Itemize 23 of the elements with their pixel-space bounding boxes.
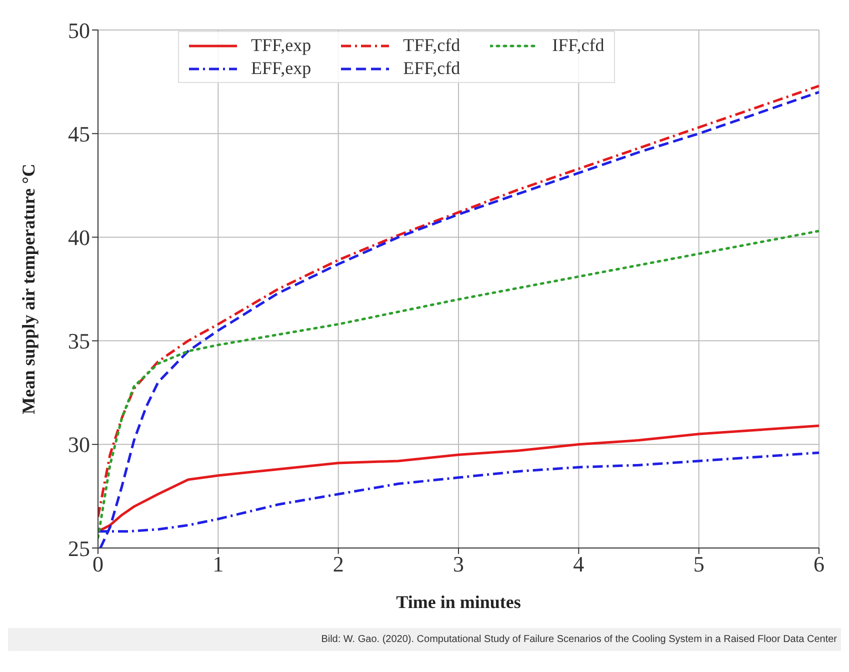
x-tick-label: 5	[693, 552, 704, 577]
x-tick-label: 0	[92, 552, 104, 577]
x-axis-title: Time in minutes	[396, 592, 521, 612]
y-tick-label: 25	[68, 536, 90, 561]
y-tick-label: 35	[68, 328, 90, 354]
legend-label: EFF,cfd	[403, 58, 460, 79]
legend-label: EFF,exp	[251, 58, 312, 79]
legend-label: TFF,cfd	[403, 35, 460, 56]
x-tick-label: 2	[332, 552, 344, 577]
legend-label: TFF,exp	[251, 35, 312, 56]
x-tick-label: 3	[453, 552, 464, 577]
x-tick-label: 4	[573, 552, 584, 577]
y-tick-label: 50	[68, 18, 90, 43]
legend-label: IFF,cfd	[552, 35, 604, 56]
y-tick-label: 45	[68, 121, 90, 146]
x-tick-label: 6	[814, 552, 824, 577]
line-series	[98, 230, 819, 539]
x-tick-label: 1	[212, 552, 224, 577]
y-tick-label: 30	[68, 432, 90, 458]
text: Bild: W. Gao. (2020). Computational Study of Failure Scenarios of the Cooling System in a Raised Floor Data Center	[8, 628, 841, 651]
y-axis-title: Mean supply air temperature °C	[18, 164, 38, 414]
y-tick-label: 40	[68, 225, 90, 250]
line-series	[98, 424, 819, 533]
